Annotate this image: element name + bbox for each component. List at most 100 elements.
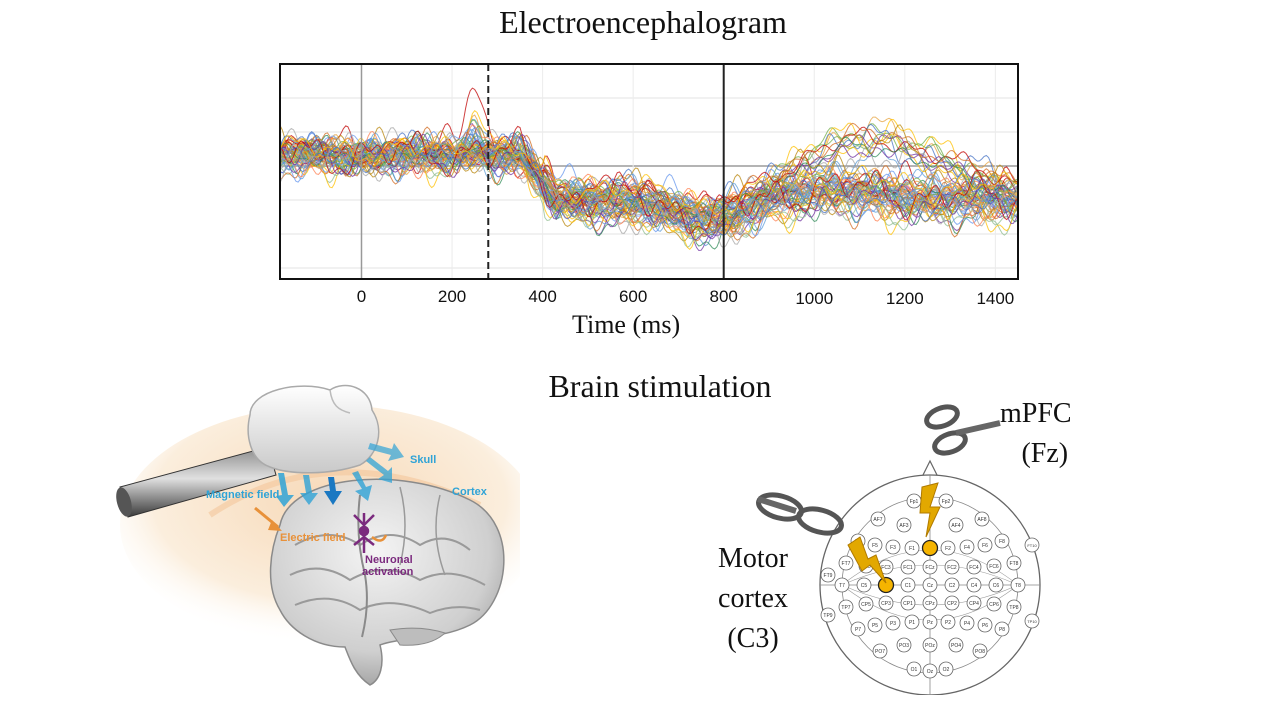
electrode-dot <box>972 643 988 659</box>
electrode-dot <box>900 577 916 593</box>
electrode-ft10: FT10 <box>1024 537 1040 553</box>
eeg-x-tick-label: 0 <box>356 287 367 306</box>
eeg-x-tick-label: 200 <box>437 287 467 306</box>
electrode-f4: F4 <box>959 539 975 555</box>
electrode-tp7: TP7 <box>838 599 854 615</box>
electrode-f8: F8 <box>994 533 1010 549</box>
eeg-trace <box>279 133 1019 241</box>
electrode-dot <box>858 596 874 612</box>
electrode-fp1: Fp1 <box>906 493 922 509</box>
electrode-dot <box>896 517 912 533</box>
mpfc-label: mPFC (Fz) <box>1000 394 1072 474</box>
electrode-c4: C4 <box>966 577 982 593</box>
electrode-fc3: FC3 <box>878 559 894 575</box>
electrode-dot <box>922 637 938 653</box>
electrode-tp9: TP9 <box>820 607 836 623</box>
electrode-dot <box>940 540 956 556</box>
electrode-label: C5 <box>861 583 868 589</box>
electrode-label: P2 <box>945 620 951 626</box>
electrode-dot <box>944 577 960 593</box>
electrode-dot <box>906 661 922 677</box>
electrode-label: FT8 <box>1010 561 1019 567</box>
eeg-plot-frame <box>279 63 1019 280</box>
electrode-dot <box>944 595 960 611</box>
electrode-p1: P1 <box>904 614 920 630</box>
electrode-pz: Pz <box>922 614 938 630</box>
electrode-dot <box>974 511 990 527</box>
electrode-dot <box>977 617 993 633</box>
lightning-motor-icon <box>847 536 887 584</box>
electrode-label: P7 <box>855 627 861 633</box>
electrode-label: TP8 <box>1009 605 1018 611</box>
electrode-af8: AF8 <box>974 511 990 527</box>
eeg-title: Electroencephalogram <box>499 4 787 40</box>
eeg-trace <box>279 142 1019 236</box>
electrode-label: C1 <box>905 583 912 589</box>
eeg-trace <box>279 124 1019 232</box>
electrode-label: F4 <box>964 545 970 551</box>
electrode-dot <box>994 533 1010 549</box>
electrode-dot <box>900 559 916 575</box>
electrode-label: P8 <box>999 627 1005 633</box>
electrode-dot <box>885 539 901 555</box>
electrode-dot <box>959 615 975 631</box>
electrode-label: PO4 <box>951 643 961 649</box>
electrode-label: FT10 <box>1027 543 1037 548</box>
electrode-dot <box>948 517 964 533</box>
electrode-dot <box>877 576 895 594</box>
electrode-label: CP1 <box>903 601 913 607</box>
electrode-dot <box>966 595 982 611</box>
tms-coil-motor-icon <box>756 492 844 536</box>
electrode-t7: T7 <box>834 577 850 593</box>
electrode-af7: AF7 <box>870 511 886 527</box>
electrode-c3 <box>877 576 895 594</box>
eeg-chart <box>279 63 1019 280</box>
electrode-ft8: FT8 <box>1006 555 1022 571</box>
electrode-cpz: CPz <box>922 595 938 611</box>
electrode-label: PO3 <box>899 643 909 649</box>
electrode-label: CP2 <box>947 601 957 607</box>
electrode-fc2: FC2 <box>944 559 960 575</box>
electrode-label: P3 <box>890 621 896 627</box>
electrode-dot <box>944 559 960 575</box>
electrode-cp3: CP3 <box>878 595 894 611</box>
brain-stimulation-title: Brain stimulation <box>548 368 772 404</box>
electrode-dot <box>922 559 938 575</box>
motor-label-line3: (C3) <box>727 623 779 654</box>
electrode-label: T8 <box>1015 583 1021 589</box>
electrode-label: FC3 <box>881 565 891 571</box>
electrode-dot <box>938 493 954 509</box>
electrode-label: F2 <box>945 546 951 552</box>
electrode-label: AF4 <box>951 523 960 529</box>
electrode-po8: PO8 <box>972 643 988 659</box>
electrode-po3: PO3 <box>896 637 912 653</box>
electrode-po4: PO4 <box>948 637 964 653</box>
electrode-o2: O2 <box>938 661 954 677</box>
electrode-p4: P4 <box>959 615 975 631</box>
electrode-label: PO8 <box>975 649 985 655</box>
electrode-fz <box>921 539 939 557</box>
electrode-dot <box>896 637 912 653</box>
tms-coil-mpfc-icon <box>924 404 1001 456</box>
mpfc-label-line2: (Fz) <box>1021 438 1069 469</box>
electrode-dot <box>966 559 982 575</box>
electrode-p5: P5 <box>867 617 883 633</box>
electrode-dot <box>870 511 886 527</box>
electrode-dot <box>885 615 901 631</box>
eeg-x-tick-label: 600 <box>618 287 648 306</box>
electrode-label: Fp1 <box>910 499 919 505</box>
eeg-trace <box>279 134 1019 240</box>
electrode-f2: F2 <box>940 540 956 556</box>
electrode-label: C2 <box>949 583 956 589</box>
electrode-fc4: FC4 <box>966 559 982 575</box>
eeg-trace <box>279 135 1019 215</box>
electrode-label: Oz <box>927 669 934 675</box>
electrode-dot <box>867 537 883 553</box>
eeg-x-tick-label: 1000 <box>795 289 834 308</box>
electrode-dot <box>1010 577 1026 593</box>
electrode-fp2: Fp2 <box>938 493 954 509</box>
lightning-mpfc-icon <box>919 482 941 538</box>
electrode-cp2: CP2 <box>944 595 960 611</box>
electrode-label: F6 <box>982 543 988 549</box>
electrode-label: Pz <box>927 620 933 626</box>
